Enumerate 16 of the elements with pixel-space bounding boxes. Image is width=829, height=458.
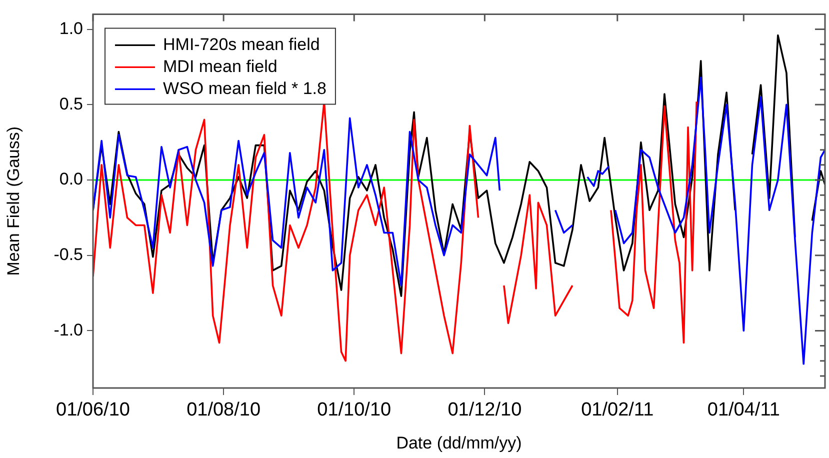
y-tick-label: -1.0: [54, 320, 83, 340]
x-tick-label: 01/12/10: [448, 400, 522, 421]
legend-label: MDI mean field: [163, 56, 278, 76]
x-tick-label: 01/04/11: [707, 400, 780, 421]
y-axis-title: Mean Field (Gauss): [4, 126, 23, 276]
y-tick-label: 0.5: [59, 94, 83, 114]
x-tick-label: 01/06/10: [56, 400, 130, 421]
legend-label: HMI-720s mean field: [163, 34, 320, 54]
x-tick-label: 01/08/10: [186, 400, 261, 421]
y-tick-label: 1.0: [59, 18, 83, 38]
x-axis-title: Date (dd/mm/yy): [396, 433, 522, 452]
legend-label: WSO mean field * 1.8: [163, 78, 326, 98]
x-tick-label: 01/10/10: [317, 400, 392, 421]
y-tick-label: -0.5: [54, 245, 83, 264]
x-tick-label: 01/02/11: [581, 400, 654, 421]
y-tick-label: 0.0: [59, 170, 83, 189]
